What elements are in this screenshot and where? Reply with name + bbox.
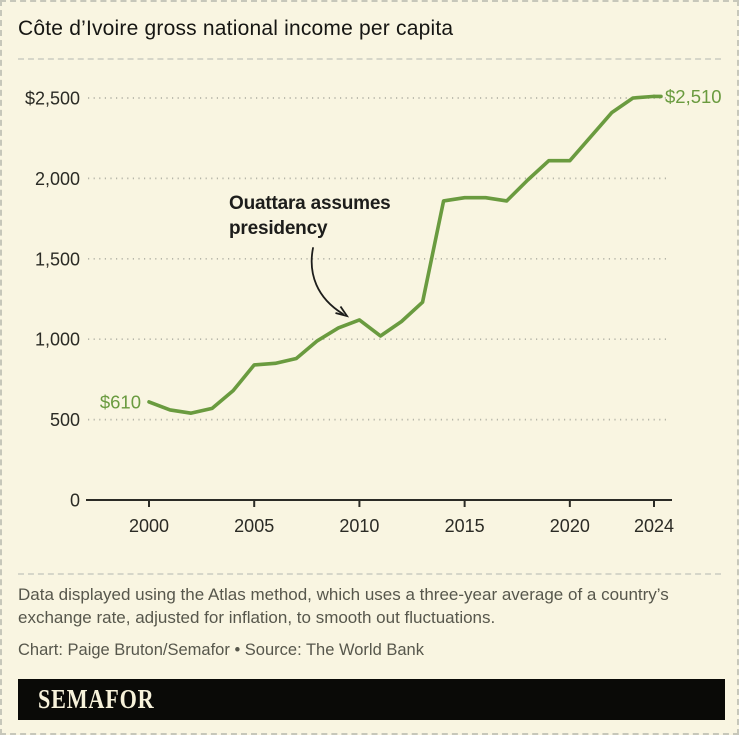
event-annotation-line1: Ouattara assumes <box>229 193 391 214</box>
y-tick-label-1500: 1,500 <box>35 249 80 269</box>
semafor-banner: SEMAFOR <box>18 679 725 720</box>
x-tick-label-2015: 2015 <box>445 516 485 536</box>
source-credit: Chart: Paige Bruton/Semafor • Source: Th… <box>18 641 424 659</box>
semafor-logo: SEMAFOR <box>38 684 155 714</box>
y-tick-label-500: 500 <box>50 410 80 430</box>
x-tick-label-2020: 2020 <box>550 516 590 536</box>
start-value-label: $610 <box>100 391 141 412</box>
gni-line-series <box>147 94 656 415</box>
methodology-note-line1: Data displayed using the Atlas method, w… <box>18 585 669 604</box>
annotation-arrowhead <box>335 305 350 318</box>
footer-separator <box>18 573 721 575</box>
event-annotation-line2: presidency <box>229 218 328 239</box>
y-tick-label-2000: 2,000 <box>35 169 80 189</box>
x-tick-label-2005: 2005 <box>234 516 274 536</box>
event-annotation: Ouattara assumes presidency <box>229 191 391 241</box>
x-tick-label-2024: 2024 <box>634 516 674 536</box>
x-tick-label-2000: 2000 <box>129 516 169 536</box>
end-value-label: $2,510 <box>665 86 722 107</box>
x-tick-label-2010: 2010 <box>339 516 379 536</box>
methodology-note-line2: exchange rate, adjusted for inflation, t… <box>18 608 496 627</box>
y-tick-label-2500: $2,500 <box>25 89 80 109</box>
y-tick-label-1000: 1,000 <box>35 330 80 350</box>
y-tick-label-0: 0 <box>70 491 80 511</box>
chart-title: Côte d’Ivoire gross national income per … <box>18 17 454 40</box>
annotation-arrow <box>310 247 344 315</box>
methodology-note: Data displayed using the Atlas method, w… <box>18 583 723 629</box>
title-separator <box>18 58 721 60</box>
